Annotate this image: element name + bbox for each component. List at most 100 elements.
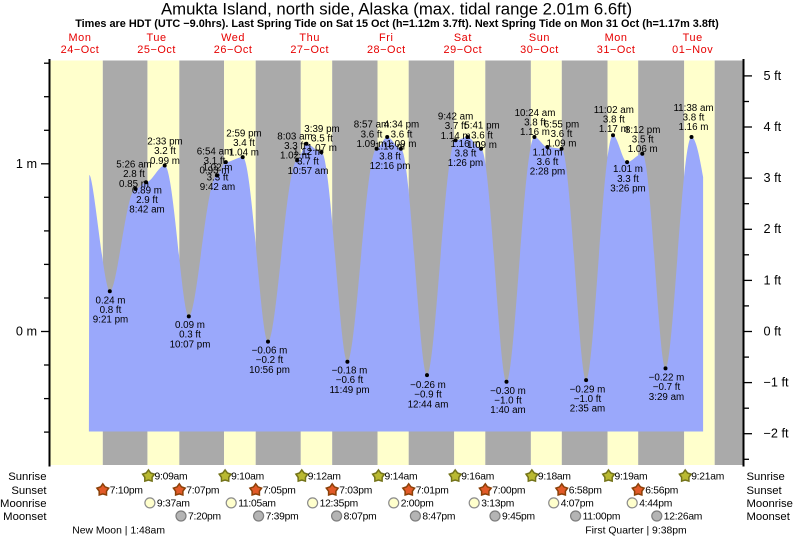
svg-text:3.7 ft: 3.7 ft (445, 121, 467, 132)
svg-text:3:26 pm: 3:26 pm (610, 183, 645, 194)
svg-text:12:16 pm: 12:16 pm (370, 161, 411, 172)
svg-text:8:03 am: 8:03 am (277, 132, 312, 143)
svg-text:12:44 am: 12:44 am (408, 399, 449, 410)
svg-text:2:28 pm: 2:28 pm (530, 167, 565, 178)
svg-text:1.16 m: 1.16 m (520, 127, 550, 138)
svg-text:8:12 pm: 8:12 pm (625, 125, 660, 136)
svg-text:7:10pm: 7:10pm (110, 486, 143, 497)
svg-text:11:02 am: 11:02 am (594, 105, 634, 116)
svg-text:10:07 pm: 10:07 pm (170, 339, 211, 350)
svg-text:11:38 am: 11:38 am (673, 103, 713, 114)
svg-text:0 ft: 0 ft (764, 324, 782, 338)
svg-text:3.8 ft: 3.8 ft (455, 148, 477, 159)
svg-text:1.17 m: 1.17 m (599, 124, 629, 135)
svg-text:9:37am: 9:37am (157, 499, 190, 510)
svg-text:30−Oct: 30−Oct (520, 44, 559, 56)
svg-text:−0.06 m: −0.06 m (252, 346, 288, 357)
svg-text:New Moon | 1:48am: New Moon | 1:48am (72, 525, 165, 536)
svg-text:−0.18 m: −0.18 m (332, 366, 368, 377)
svg-text:Mon: Mon (69, 32, 92, 44)
svg-text:3:39 pm: 3:39 pm (304, 124, 339, 135)
svg-text:Times are HDT (UTC −9.0hrs). L: Times are HDT (UTC −9.0hrs). Last Spring… (75, 18, 719, 30)
svg-text:9:12am: 9:12am (308, 472, 341, 483)
svg-text:Sunset: Sunset (747, 485, 783, 497)
svg-text:Sunset: Sunset (11, 485, 47, 497)
svg-text:1.02 m: 1.02 m (280, 151, 310, 162)
svg-text:3.8 ft: 3.8 ft (683, 113, 705, 124)
svg-text:0.09 m: 0.09 m (175, 320, 205, 331)
svg-text:2:33 pm: 2:33 pm (147, 137, 182, 148)
svg-text:2:59 pm: 2:59 pm (226, 128, 261, 139)
svg-text:11:05am: 11:05am (238, 499, 276, 510)
svg-text:10:24 am: 10:24 am (515, 108, 556, 119)
svg-text:5 ft: 5 ft (764, 69, 782, 83)
svg-text:1.07 m: 1.07 m (307, 143, 337, 154)
svg-text:5:41 pm: 5:41 pm (464, 121, 499, 132)
svg-text:3.4 ft: 3.4 ft (233, 138, 255, 149)
svg-text:9:18am: 9:18am (538, 472, 571, 483)
svg-text:6:56pm: 6:56pm (645, 486, 678, 497)
svg-text:1.06 m: 1.06 m (628, 144, 658, 155)
svg-text:7:05pm: 7:05pm (263, 486, 296, 497)
svg-text:31−Oct: 31−Oct (597, 44, 636, 56)
svg-text:5:26 am: 5:26 am (116, 160, 151, 171)
svg-text:1.10 m: 1.10 m (533, 147, 563, 158)
svg-text:9:14am: 9:14am (385, 472, 418, 483)
svg-text:Amukta Island, north side, Ala: Amukta Island, north side, Alaska (max. … (161, 0, 632, 19)
svg-text:0.24 m: 0.24 m (96, 295, 126, 306)
svg-text:0.3 ft: 0.3 ft (179, 330, 201, 341)
svg-text:1.09 m: 1.09 m (467, 140, 497, 151)
svg-text:3.8 ft: 3.8 ft (524, 117, 546, 128)
svg-text:3.2 ft: 3.2 ft (154, 146, 176, 157)
svg-text:−1.0 ft: −1.0 ft (494, 396, 522, 407)
svg-text:1.02 m: 1.02 m (203, 163, 233, 174)
svg-text:3.3 ft: 3.3 ft (284, 141, 306, 152)
svg-text:6:58pm: 6:58pm (569, 486, 602, 497)
svg-text:Moonrise: Moonrise (0, 498, 46, 510)
svg-text:1:40 am: 1:40 am (490, 405, 525, 416)
svg-text:3.8 ft: 3.8 ft (603, 115, 625, 126)
svg-text:1.01 m: 1.01 m (613, 164, 643, 175)
svg-text:3.7 ft: 3.7 ft (297, 156, 319, 167)
svg-text:6:54 am: 6:54 am (197, 146, 232, 157)
svg-text:−0.30 m: −0.30 m (490, 386, 526, 397)
svg-text:01−Nov: 01−Nov (672, 44, 713, 56)
svg-text:9:42 am: 9:42 am (438, 112, 473, 123)
svg-text:First Quarter | 9:38pm: First Quarter | 9:38pm (585, 525, 686, 536)
svg-text:6:55 pm: 6:55 pm (544, 120, 579, 131)
svg-text:1:26 pm: 1:26 pm (448, 158, 483, 169)
svg-text:8:07pm: 8:07pm (344, 512, 377, 523)
svg-text:3.6 ft: 3.6 ft (537, 157, 559, 168)
svg-text:3:13pm: 3:13pm (481, 499, 514, 510)
svg-text:2.9 ft: 2.9 ft (136, 195, 158, 206)
svg-text:Wed: Wed (221, 32, 245, 44)
svg-text:−1 ft: −1 ft (764, 376, 790, 390)
svg-text:1.04 m: 1.04 m (229, 148, 259, 159)
svg-text:1.16 m: 1.16 m (679, 122, 709, 133)
svg-text:24−Oct: 24−Oct (61, 44, 100, 56)
svg-text:8:42 am: 8:42 am (129, 205, 164, 216)
svg-text:4 ft: 4 ft (764, 120, 782, 134)
svg-text:Tue: Tue (683, 32, 703, 44)
svg-text:0.99 m: 0.99 m (150, 156, 180, 167)
svg-text:2:35 am: 2:35 am (570, 404, 605, 415)
svg-text:7:20pm: 7:20pm (188, 512, 221, 523)
svg-text:25−Oct: 25−Oct (137, 44, 176, 56)
svg-text:9:16am: 9:16am (461, 472, 494, 483)
svg-text:9:10am: 9:10am (231, 472, 264, 483)
svg-text:Thu: Thu (299, 32, 320, 44)
svg-text:Sun: Sun (529, 32, 550, 44)
svg-text:Fri: Fri (379, 32, 394, 44)
svg-text:9:21am: 9:21am (691, 472, 724, 483)
svg-text:0.93 m: 0.93 m (200, 166, 230, 177)
svg-text:−0.22 m: −0.22 m (649, 373, 685, 384)
svg-text:8:57 am: 8:57 am (354, 120, 389, 131)
svg-text:Sunrise: Sunrise (8, 471, 46, 483)
svg-text:9:21 pm: 9:21 pm (93, 315, 128, 326)
svg-text:1.09 m: 1.09 m (547, 139, 577, 150)
svg-text:1 m: 1 m (16, 157, 37, 171)
svg-text:1 ft: 1 ft (764, 273, 782, 287)
svg-text:4:44pm: 4:44pm (639, 499, 672, 510)
svg-text:Tue: Tue (147, 32, 167, 44)
svg-text:1.12 m: 1.12 m (293, 147, 323, 158)
